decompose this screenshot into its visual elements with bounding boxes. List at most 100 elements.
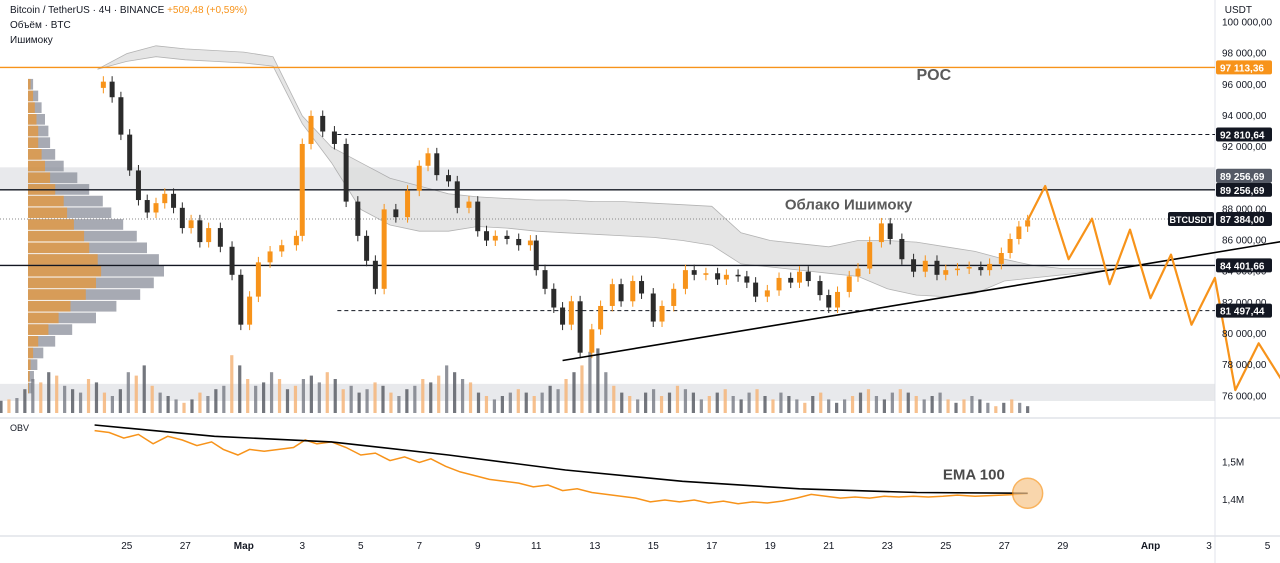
- level-badge-text-6: 81 497,44: [1220, 307, 1265, 318]
- volume-bar-113: [898, 389, 902, 413]
- volume-bar-57: [453, 372, 457, 413]
- candle-body-12: [197, 220, 203, 243]
- candle-body-65: [735, 274, 741, 277]
- candle-body-29: [372, 260, 378, 289]
- profile-bar-part-0: [28, 382, 29, 394]
- volume-bar-97: [771, 399, 775, 413]
- time-tick-11: 19: [765, 541, 777, 552]
- volume-bar-9: [71, 389, 75, 413]
- candle-body-75: [835, 291, 841, 308]
- volume-bar-38: [301, 379, 306, 413]
- candle-body-87: [966, 267, 972, 269]
- candle-body-86: [954, 268, 960, 271]
- volume-bar-87: [691, 392, 695, 413]
- candle-body-60: [682, 270, 688, 289]
- price-levels: [0, 66, 1215, 312]
- volume-bar-51: [405, 389, 409, 413]
- price-tick-8: 92 000,00: [1222, 142, 1267, 153]
- volume-bar-85: [675, 385, 680, 413]
- profile-bar-21: [28, 137, 51, 149]
- volume-bar-42: [333, 379, 337, 413]
- volume-bar-28: [222, 385, 226, 413]
- volume-bar-15: [118, 389, 122, 413]
- annotation-0: POC: [917, 67, 952, 84]
- symbol-title[interactable]: Bitcoin / TetherUS · 4Ч · BINANCE: [10, 5, 165, 16]
- volume-bar-86: [683, 389, 688, 413]
- time-tick-7: 11: [531, 541, 542, 552]
- profile-bar-16: [28, 195, 103, 207]
- profile-bar-2: [28, 359, 38, 370]
- ema100-label: EMA 100: [943, 466, 1005, 483]
- volume-bar-108: [858, 392, 863, 413]
- candle-body-84: [934, 260, 940, 275]
- volume-bar-125: [994, 406, 998, 413]
- time-tick-9: 15: [648, 541, 660, 552]
- time-tick-19: 5: [1265, 541, 1271, 552]
- obv-highlight-circle: [1011, 477, 1044, 509]
- candle-body-74: [826, 295, 832, 308]
- volume-legend[interactable]: Объём · BTC: [10, 20, 71, 31]
- volume-bar-22: [174, 399, 178, 413]
- profile-bar-15: [28, 207, 112, 219]
- level-badge-1: [1216, 127, 1272, 142]
- volume-bar-69: [548, 385, 552, 413]
- volume-bar-76: [604, 372, 608, 413]
- candle-body-35: [434, 153, 440, 176]
- profile-bar-part-15: [28, 207, 68, 219]
- volume-bar-24: [190, 399, 194, 413]
- volume-bar-49: [389, 392, 393, 413]
- volume-bar-103: [819, 392, 823, 413]
- volume-bar-99: [787, 396, 791, 413]
- price-tick-0: 76 000,00: [1222, 391, 1267, 402]
- volume-bar-114: [906, 392, 910, 413]
- candle-body-64: [723, 274, 729, 280]
- level-badge-0: [1216, 60, 1272, 75]
- support-zone: [0, 383, 1215, 401]
- candle-body-25: [331, 131, 337, 144]
- candle-body-39: [475, 201, 481, 232]
- volume-bar-81: [644, 392, 648, 413]
- volume-profile: [28, 78, 164, 394]
- candle-body-59: [671, 288, 677, 306]
- volume-bar-94: [747, 392, 751, 413]
- profile-bar-part-24: [28, 102, 35, 113]
- volume-bar-129: [1026, 406, 1030, 413]
- candle-body-45: [533, 240, 539, 271]
- level-badge-text-2: 89 256,69: [1220, 172, 1265, 183]
- volume-bar-10: [78, 392, 83, 413]
- ichimoku-legend[interactable]: Ишимоку: [10, 35, 53, 46]
- price-tick-5: 86 000,00: [1222, 236, 1267, 247]
- profile-bar-0: [28, 382, 33, 394]
- profile-bar-part-9: [28, 277, 96, 289]
- volume-bar-109: [866, 389, 871, 413]
- candle-body-56: [639, 281, 645, 294]
- volume-bar-20: [158, 392, 162, 413]
- forecast-path: [562, 184, 1280, 392]
- candle-body-55: [630, 281, 636, 302]
- volume-bar-66: [524, 392, 528, 413]
- volume-bar-121: [962, 399, 966, 413]
- volume-bar-67: [532, 396, 536, 413]
- volume-bar-35: [277, 379, 282, 413]
- volume-bar-123: [978, 399, 982, 413]
- volume-bar-92: [731, 396, 735, 413]
- volume-bar-88: [699, 399, 703, 413]
- candle-body-53: [609, 284, 615, 306]
- chart-header: Bitcoin / TetherUS · 4Ч · BINANCE +509,4…: [10, 3, 247, 48]
- profile-bar-3: [28, 347, 44, 359]
- volume-bar-5: [39, 382, 43, 413]
- volume-bar-11: [86, 379, 91, 413]
- profile-bar-part-16: [28, 195, 64, 207]
- obv-tick-1: 1,5M: [1222, 458, 1244, 469]
- candle-body-4: [127, 134, 133, 171]
- volume-bar-53: [421, 379, 425, 413]
- volume-bar-65: [516, 389, 520, 413]
- volume-bar-26: [206, 396, 210, 413]
- profile-bar-part-11: [28, 254, 98, 265]
- candle-body-50: [577, 301, 583, 353]
- volume-bar-117: [930, 396, 934, 413]
- candle-body-70: [788, 277, 794, 283]
- level-badge-3: [1216, 182, 1272, 197]
- volume-bar-40: [317, 382, 321, 413]
